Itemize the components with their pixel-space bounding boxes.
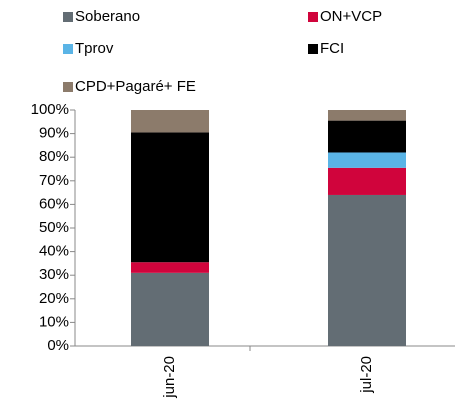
legend-swatch bbox=[308, 12, 318, 22]
bar-segment bbox=[328, 167, 406, 195]
y-tick-label: 100% bbox=[31, 101, 69, 118]
x-tick-label: jun-20 bbox=[161, 356, 178, 399]
bar-segment bbox=[131, 272, 209, 346]
y-tick-label: 20% bbox=[39, 290, 69, 307]
legend-label: FCI bbox=[320, 40, 344, 57]
y-tick-label: 90% bbox=[39, 125, 69, 142]
y-tick-label: 50% bbox=[39, 219, 69, 236]
y-tick-label: 10% bbox=[39, 313, 69, 330]
y-tick-label: 40% bbox=[39, 243, 69, 260]
legend-label: Soberano bbox=[75, 8, 140, 25]
legend-swatch bbox=[63, 44, 73, 54]
bar-segment bbox=[328, 120, 406, 153]
bar-segment bbox=[131, 132, 209, 263]
bar-segment bbox=[131, 262, 209, 273]
y-tick-label: 70% bbox=[39, 172, 69, 189]
legend-label: CPD+Pagaré+ FE bbox=[75, 78, 196, 95]
bar-segment bbox=[328, 194, 406, 346]
bar-segment bbox=[328, 152, 406, 168]
bar-segment bbox=[131, 110, 209, 133]
y-tick-label: 30% bbox=[39, 266, 69, 283]
y-tick-label: 80% bbox=[39, 148, 69, 165]
legend-swatch bbox=[63, 82, 73, 92]
legend-label: ON+VCP bbox=[320, 8, 382, 25]
bar-segment bbox=[328, 110, 406, 121]
legend-label: Tprov bbox=[75, 40, 114, 57]
y-tick-label: 0% bbox=[47, 337, 69, 354]
y-tick-label: 60% bbox=[39, 195, 69, 212]
legend-swatch bbox=[63, 12, 73, 22]
x-tick-label: jul-20 bbox=[358, 356, 375, 394]
legend-swatch bbox=[308, 44, 318, 54]
